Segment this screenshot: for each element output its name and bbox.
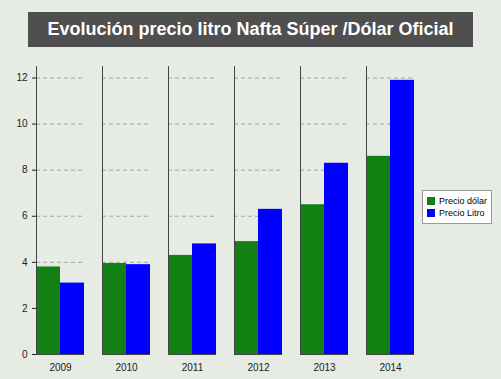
svg-text:2011: 2011 — [182, 362, 204, 373]
svg-text:10: 10 — [16, 118, 28, 129]
svg-text:4: 4 — [22, 257, 28, 268]
html-text:Evolución precio litro Nafta S: Evolución precio litro Nafta Súper /Dóla… — [47, 19, 454, 39]
html-text:Precio Litro: Precio Litro — [439, 208, 485, 218]
svg-text:2: 2 — [22, 303, 28, 314]
svg-text:2014: 2014 — [379, 362, 402, 373]
svg-text:8: 8 — [22, 164, 28, 175]
svg-text:2009: 2009 — [49, 362, 72, 373]
html-text:Precio dólar: Precio dólar — [439, 196, 487, 206]
svg-text:2013: 2013 — [313, 362, 336, 373]
svg-text:0: 0 — [22, 349, 28, 360]
svg-text:6: 6 — [22, 210, 28, 221]
svg-text:12: 12 — [16, 72, 28, 83]
svg-text:2010: 2010 — [115, 362, 138, 373]
svg-text:2012: 2012 — [247, 362, 270, 373]
